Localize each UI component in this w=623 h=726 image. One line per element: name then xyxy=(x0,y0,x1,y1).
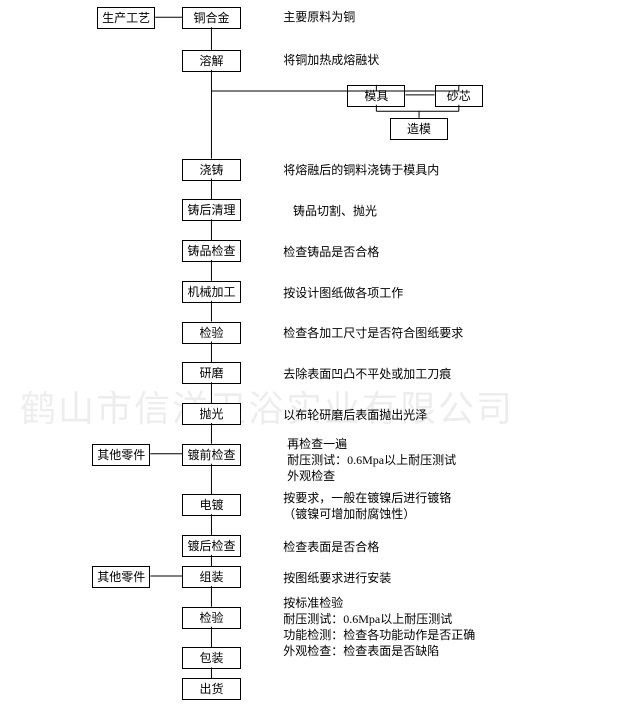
desc-clean: 铸品切割、抛光 xyxy=(293,203,377,219)
node-mold: 模具 xyxy=(347,85,405,107)
watermark-text: 鹤山市信洋卫浴实业有限公司 xyxy=(20,380,514,432)
node-inspect2: 检验 xyxy=(182,607,240,629)
node-cast: 造模 xyxy=(390,118,448,140)
desc-precheck: 再检查一遍 耐压测试：0.6Mpa以上耐压测试 外观检查 xyxy=(287,436,456,484)
node-precheck: 镀前检查 xyxy=(182,444,240,466)
node-alloy: 铜合金 xyxy=(182,7,240,29)
node-pack: 包装 xyxy=(182,647,240,669)
desc-polish: 以布轮研磨后表面抛出光泽 xyxy=(283,407,427,423)
node-other1: 其他零件 xyxy=(92,444,150,466)
node-assemble: 组装 xyxy=(182,566,240,588)
node-title: 生产工艺 xyxy=(97,7,155,29)
desc-grind: 去除表面凹凸不平处或加工刀痕 xyxy=(283,366,451,382)
node-other2: 其他零件 xyxy=(92,566,150,588)
desc-assemble: 按图纸要求进行安装 xyxy=(283,570,391,586)
node-machine: 机械加工 xyxy=(182,281,240,303)
desc-postcheck: 检查表面是否合格 xyxy=(283,539,379,555)
desc-inspect2: 按标准检验 耐压测试：0.6Mpa以上耐压测试 功能检测：检查各功能动作是否正确… xyxy=(283,595,475,659)
desc-machine: 按设计图纸做各项工作 xyxy=(283,285,403,301)
node-melt: 溶解 xyxy=(182,50,240,72)
desc-melt: 将铜加热成熔融状 xyxy=(283,52,379,68)
node-pour: 浇铸 xyxy=(182,159,240,181)
desc-pour: 将熔融后的铜料浇铸于模具内 xyxy=(283,162,439,178)
node-clean: 铸后清理 xyxy=(182,199,240,221)
node-plate: 电镀 xyxy=(182,494,240,516)
desc-check1: 检查铸品是否合格 xyxy=(283,244,379,260)
desc-plate: 按要求，一般在镀镍后进行镀铬 （镀镍可增加耐腐蚀性） xyxy=(283,490,451,522)
node-check1: 铸品检查 xyxy=(182,240,240,262)
node-inspect1: 检验 xyxy=(182,322,240,344)
node-grind: 研磨 xyxy=(182,362,240,384)
node-sand: 砂芯 xyxy=(435,85,484,107)
node-polish: 抛光 xyxy=(182,403,240,425)
desc-inspect1: 检查各加工尺寸是否符合图纸要求 xyxy=(283,325,463,341)
desc-alloy: 主要原料为铜 xyxy=(283,9,355,25)
node-postcheck: 镀后检查 xyxy=(182,535,240,557)
node-ship: 出货 xyxy=(182,678,240,700)
